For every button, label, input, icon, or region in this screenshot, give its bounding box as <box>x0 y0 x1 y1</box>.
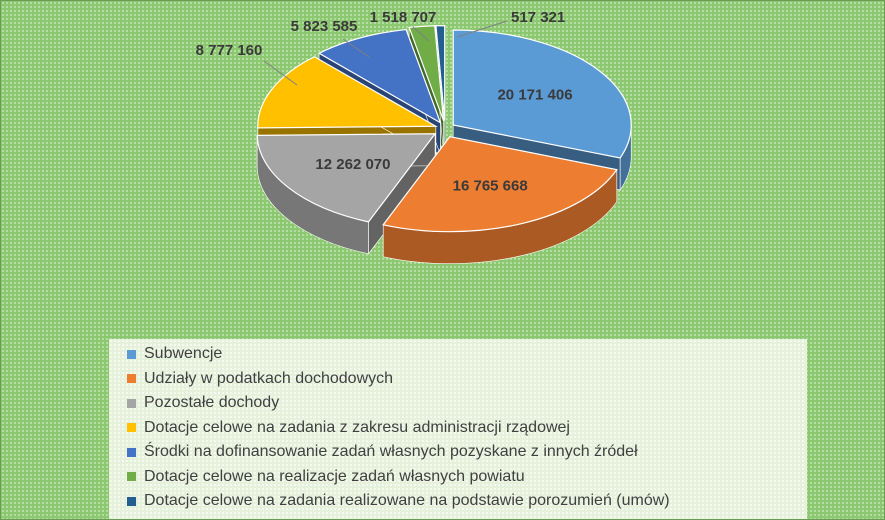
legend-label: Udziały w podatkach dochodowych <box>144 369 394 387</box>
slice-dotacje-celowe-na-zadania-realizowane-na-podstawie-porozumien-umow <box>435 25 446 121</box>
leader-line-dotacje-celowe-na-realizacje-zadan-wlasnych-powiatu <box>412 26 430 42</box>
legend-item-dotacje-celowe-na-zadania-realizowane-na-podstawie-porozumien-umow: Dotacje celowe na zadania realizowane na… <box>127 489 807 514</box>
slice-subwencje <box>452 29 632 159</box>
legend-swatch <box>127 349 136 359</box>
data-label-srodki-na-dofinansowanie-zadan-wlasnych-pozyskane-z-innych-zrodel: 5 823 585 <box>291 18 358 35</box>
data-label-udzialy-w-podatkach-dochodowych: 16 765 668 <box>453 177 528 194</box>
legend-label: Dotacje celowe na zadania z zakresu admi… <box>144 418 570 436</box>
legend-label: Środki na dofinansowanie zadań własnych … <box>144 443 638 461</box>
legend-swatch <box>127 398 136 408</box>
legend-swatch <box>127 423 136 433</box>
legend-label: Dotacje celowe na realizacje zadań własn… <box>144 467 525 485</box>
legend-swatch <box>127 447 136 457</box>
data-label-pozostale-dochody: 12 262 070 <box>315 156 390 173</box>
legend: Subwencje Udziały w podatkach dochodowych… <box>109 339 807 519</box>
legend-item-dotacje-celowe-na-realizacje-zadan-wlasnych-powiatu: Dotacje celowe na realizacje zadań własn… <box>127 465 807 490</box>
legend-item-dotacje-celowe-na-zadania-z-zakresu-administracji-rzadowej: Dotacje celowe na zadania z zakresu admi… <box>127 416 807 441</box>
legend-item-subwencje: Subwencje <box>127 342 807 367</box>
slice-srodki-na-dofinansowanie-zadan-wlasnych-pozyskane-z-innych-zrodel <box>317 28 442 125</box>
legend-swatch <box>127 472 136 482</box>
data-label-dotacje-celowe-na-zadania-realizowane-na-podstawie-porozumien-umow: 517 321 <box>511 9 565 26</box>
legend-label: Subwencje <box>144 345 223 363</box>
pie-chart: 20 171 406 16 765 668 12 262 070 8 777 160 5… <box>196 9 632 264</box>
legend-item-srodki-na-dofinansowanie-zadan-wlasnych-pozyskane-z-innych-zrodel: Środki na dofinansowanie zadań własnych … <box>127 440 807 465</box>
legend-item-pozostale-dochody: Pozostałe dochody <box>127 391 807 416</box>
leader-line-srodki-na-dofinansowanie-zadan-wlasnych-pozyskane-z-innych-zrodel <box>342 38 370 58</box>
slice-udzialy-w-podatkach-dochodowych <box>382 136 618 233</box>
leader-line-dotacje-celowe-na-zadania-realizowane-na-podstawie-porozumien-umow <box>456 20 508 38</box>
legend-item-udzialy-w-podatkach-dochodowych: Udziały w podatkach dochodowych <box>127 367 807 392</box>
leader-line-dotacje-celowe-na-zadania-z-zakresu-administracji-rzadowej <box>263 60 298 86</box>
data-label-subwencje: 20 171 406 <box>497 87 572 104</box>
legend-swatch <box>127 374 136 384</box>
data-label-dotacje-celowe-na-zadania-z-zakresu-administracji-rzadowej: 8 777 160 <box>196 42 263 59</box>
legend-label: Dotacje celowe na zadania realizowane na… <box>144 492 670 510</box>
legend-label: Pozostałe dochody <box>144 394 280 412</box>
slice-pozostale-dochody <box>256 133 437 223</box>
data-label-dotacje-celowe-na-realizacje-zadan-wlasnych-powiatu: 1 518 707 <box>370 9 437 26</box>
slice-dotacje-celowe-na-zadania-z-zakresu-administracji-rzadowej <box>257 56 439 129</box>
legend-swatch <box>127 496 136 506</box>
slice-dotacje-celowe-na-realizacje-zadan-wlasnych-powiatu <box>408 25 445 121</box>
